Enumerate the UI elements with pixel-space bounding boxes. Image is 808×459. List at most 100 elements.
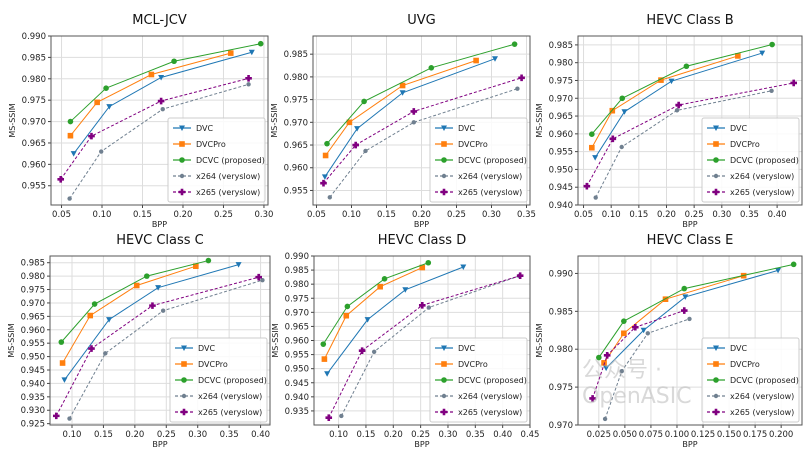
chart-title: HEVC Class B xyxy=(646,13,733,28)
legend: DVC DVCPro DCVC (proposed) x264 (veryslow) x… xyxy=(167,117,266,203)
data-point xyxy=(515,86,520,91)
data-point xyxy=(320,179,327,187)
data-point xyxy=(321,356,328,362)
legend-label: DVC xyxy=(730,124,747,133)
series-circle xyxy=(320,259,432,347)
x-tick-label: 0.30 xyxy=(712,210,731,220)
y-tick-label: 0.970 xyxy=(22,118,46,128)
data-point xyxy=(790,261,797,268)
x-tick-label: 0.20 xyxy=(657,210,676,220)
chart-title: MCL-JCV xyxy=(132,13,187,28)
data-point xyxy=(683,63,690,70)
legend-marker xyxy=(181,393,187,399)
x-tick-label: 0.100 xyxy=(665,430,689,440)
y-tick-label: 0.935 xyxy=(21,393,45,403)
watermark: 公众号 · OpenASIC xyxy=(582,358,692,409)
data-point xyxy=(99,149,104,154)
data-point xyxy=(621,318,627,324)
series-plus-filled xyxy=(52,273,262,420)
series-line xyxy=(322,262,429,345)
y-tick-label: 0.960 xyxy=(285,337,309,347)
y-tick-label: 0.945 xyxy=(549,183,573,193)
series-line xyxy=(324,58,496,178)
legend-marker xyxy=(713,361,719,367)
data-point xyxy=(632,323,639,331)
y-tick-label: 0.960 xyxy=(549,130,573,140)
data-point xyxy=(257,40,264,47)
y-tick-label: 0.985 xyxy=(285,266,309,276)
data-point xyxy=(619,368,624,374)
x-tick-label: 0.025 xyxy=(587,430,611,440)
data-point xyxy=(325,414,333,421)
data-point xyxy=(681,285,688,292)
legend-marker xyxy=(441,361,447,367)
legend-label: x265 (veryslow) xyxy=(198,408,262,417)
x-tick-label: 0.30 xyxy=(254,210,273,220)
chart-1: MCL-JCV 0.05 0.10 0.15 0.20 0.25 0.30 0.955 0.96… xyxy=(8,13,273,229)
data-point xyxy=(322,152,329,159)
data-point xyxy=(583,182,591,190)
legend-label: DVC xyxy=(730,344,747,353)
series-circle-small xyxy=(327,86,520,200)
y-tick-label: 0.980 xyxy=(21,272,45,282)
plot-frame xyxy=(577,255,803,426)
y-tick-label: 0.980 xyxy=(22,75,46,85)
data-point xyxy=(324,371,331,377)
series-line xyxy=(605,269,779,369)
series-plus-filled xyxy=(325,272,524,421)
x-tick-label: 0.25 xyxy=(685,210,704,220)
y-tick-label: 0.965 xyxy=(22,139,46,149)
legend-label: DVCPro xyxy=(198,360,228,369)
data-point xyxy=(460,264,467,270)
plot-frame xyxy=(50,35,269,206)
x-tick-label: 0.20 xyxy=(174,210,193,220)
series-circle xyxy=(596,261,797,361)
x-tick-label: 0.150 xyxy=(717,430,741,440)
data-point xyxy=(645,331,651,336)
series-line xyxy=(586,82,794,187)
x-axis-label: BPP xyxy=(682,220,697,229)
x-tick-label: 0.15 xyxy=(629,210,648,220)
y-tick-label: 0.960 xyxy=(22,160,46,170)
data-point xyxy=(171,58,177,65)
y-tick-label: 0.950 xyxy=(21,353,45,363)
data-point xyxy=(592,155,599,161)
series-line xyxy=(591,55,738,148)
data-point xyxy=(106,317,113,323)
y-tick-label: 0.975 xyxy=(284,96,308,106)
data-point xyxy=(769,88,774,93)
series-line xyxy=(329,88,518,198)
x-tick-label: 0.20 xyxy=(125,430,144,440)
legend-marker xyxy=(179,173,185,179)
data-point xyxy=(419,264,426,271)
y-tick-label: 0.965 xyxy=(284,141,308,151)
data-point xyxy=(364,317,371,323)
data-point xyxy=(377,283,383,290)
y-tick-label: 0.980 xyxy=(549,345,573,355)
legend-marker xyxy=(713,345,719,351)
series-triangle-down xyxy=(61,262,242,383)
data-point xyxy=(157,97,165,105)
y-tick-label: 0.970 xyxy=(549,421,573,431)
series-circle-small xyxy=(67,277,265,421)
series-line xyxy=(594,52,763,158)
y-tick-label: 0.955 xyxy=(549,148,573,158)
x-tick-label: 0.35 xyxy=(517,210,536,220)
legend-label: DVCPro xyxy=(196,140,226,149)
data-point xyxy=(106,104,113,110)
data-point xyxy=(324,140,330,147)
data-point xyxy=(640,327,647,334)
data-point xyxy=(67,132,74,139)
x-tick-label: 0.10 xyxy=(63,430,82,440)
x-tick-label: 0.25 xyxy=(411,430,430,440)
series-triangle-down xyxy=(324,264,467,377)
data-point xyxy=(680,307,688,314)
data-point xyxy=(343,312,350,319)
series-line xyxy=(604,318,690,420)
data-point xyxy=(593,195,598,200)
legend-label: x265 (veryslow) xyxy=(730,408,794,417)
x-tick-label: 0.20 xyxy=(412,210,431,220)
data-point xyxy=(589,395,596,402)
data-point xyxy=(352,141,359,149)
series-line xyxy=(60,260,209,343)
